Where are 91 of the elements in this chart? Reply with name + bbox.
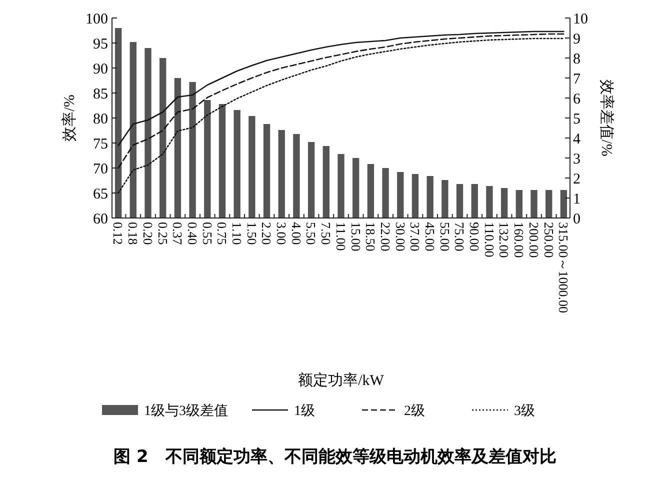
y2-tick-label: 1 <box>573 191 580 208</box>
x-tick-label: 55.00 <box>437 222 452 252</box>
bar <box>486 186 493 218</box>
x-tick-label: 90.00 <box>467 222 482 252</box>
bar <box>352 158 360 218</box>
y-tick-label: 95 <box>93 36 108 52</box>
x-tick-label: 250.00 <box>541 222 556 258</box>
y2-tick-label: 10 <box>573 11 588 28</box>
x-tick-label: 3.00 <box>274 222 290 245</box>
bar <box>322 146 330 218</box>
x-tick-label: 2.20 <box>259 222 274 245</box>
x-tick-label: 160.00 <box>512 222 527 258</box>
x-tick-label: 1.50 <box>244 222 260 245</box>
bar <box>397 172 404 218</box>
bar <box>500 188 508 218</box>
x-tick-label: 11.00 <box>333 222 348 251</box>
x-tick-label: 1.10 <box>230 222 245 245</box>
x-tick-label: 200.00 <box>526 222 542 258</box>
y-tick-label: 75 <box>93 136 108 152</box>
x-tick-label: 22.00 <box>378 222 393 252</box>
x-tick-label: 0.37 <box>170 222 186 246</box>
y2-tick-label: 0 <box>573 211 580 228</box>
y2-tick-label: 2 <box>573 171 580 188</box>
legend-label: 2级 <box>404 402 425 419</box>
y-tick-label: 90 <box>93 61 108 78</box>
y2-axis-title: 效率差值/% <box>598 80 615 156</box>
bar <box>293 134 300 218</box>
bar <box>456 184 464 218</box>
x-tick-label: 30.00 <box>392 222 408 252</box>
y2-tick-label: 9 <box>573 31 580 48</box>
x-tick-label: 15.00 <box>348 222 364 252</box>
x-tick-label: 0.55 <box>200 222 215 245</box>
bar <box>263 124 270 218</box>
bar <box>114 28 122 218</box>
bar <box>248 116 256 218</box>
bar <box>530 190 538 218</box>
y2-tick-label: 6 <box>573 91 581 108</box>
y2-tick-label: 4 <box>573 131 581 148</box>
x-tick-label: 0.20 <box>140 222 156 245</box>
x-tick-label: 110.00 <box>482 222 497 258</box>
y-tick-label: 85 <box>93 86 108 102</box>
x-tick-label: 132.00 <box>496 222 512 258</box>
bar <box>426 176 434 218</box>
legend-label: 3级 <box>514 402 535 419</box>
x-tick-label: 75.00 <box>452 222 468 252</box>
y-tick-label: 80 <box>93 111 108 128</box>
bar <box>382 168 389 218</box>
legend-label: 1级 <box>294 402 315 419</box>
bar <box>471 184 478 218</box>
bar <box>218 104 226 218</box>
x-tick-label: 45.00 <box>422 222 438 252</box>
bar <box>442 180 448 218</box>
bar <box>160 58 166 218</box>
bar <box>234 110 240 218</box>
y2-tick-label: 8 <box>573 51 580 68</box>
y-tick-label: 60 <box>93 211 108 228</box>
x-tick-label: 0.25 <box>155 222 170 245</box>
x-axis-title: 额定功率/kW <box>298 372 385 389</box>
y-tick-label: 65 <box>93 186 108 202</box>
bar <box>516 190 522 218</box>
y2-tick-label: 7 <box>573 71 581 88</box>
line-series <box>118 38 564 194</box>
x-tick-label: 37.00 <box>408 222 423 252</box>
legend-label: 1级与3级差值 <box>144 402 228 419</box>
bar <box>412 174 419 218</box>
bar <box>278 130 285 218</box>
x-tick-label: 18.50 <box>363 222 378 252</box>
bar <box>204 100 211 218</box>
x-tick-label: 5.50 <box>304 222 319 245</box>
y-tick-label: 100 <box>86 11 108 28</box>
x-tick-label: 0.12 <box>110 222 126 245</box>
bar <box>308 142 315 218</box>
x-tick-label: 0.40 <box>184 222 200 245</box>
bar <box>130 42 136 218</box>
y2-tick-label: 3 <box>573 151 580 168</box>
x-tick-label: 7.50 <box>318 222 334 245</box>
text: 图 2 不同额定功率、不同能效等级电动机效率及差值对比 <box>114 447 556 467</box>
y2-tick-label: 5 <box>573 111 580 128</box>
bar <box>144 48 152 218</box>
bar <box>189 82 196 218</box>
x-tick-label: 0.18 <box>126 222 141 245</box>
bar <box>367 164 374 218</box>
y-tick-label: 70 <box>93 161 108 178</box>
bar <box>560 190 568 218</box>
x-tick-label: 0.75 <box>214 222 230 245</box>
bar <box>174 78 182 218</box>
x-tick-label: 4.00 <box>288 222 304 245</box>
y-axis-title: 效率/% <box>61 94 78 142</box>
x-tick-label: 315.00～1000.00 <box>556 222 572 313</box>
bar <box>338 154 344 218</box>
bar <box>546 190 552 218</box>
